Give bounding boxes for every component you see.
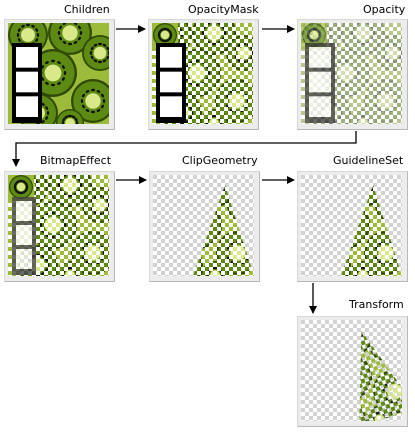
stage-box-children: [4, 19, 115, 130]
arrow-opacity-to-bitmapeffect: [12, 131, 357, 167]
stage-box-transform: [297, 316, 408, 427]
opacity-illustration: [301, 23, 402, 124]
stage-label-guidelineset: GuidelineSet: [333, 154, 404, 167]
children-illustration: [8, 23, 109, 124]
stage-label-opacity: Opacity: [363, 3, 406, 16]
opacity-mask-illustration: [152, 23, 253, 124]
stage-label-clipgeometry: ClipGeometry: [182, 154, 258, 167]
bitmap-effect-illustration: [8, 175, 109, 276]
stage-box-bitmapeffect: [4, 171, 115, 282]
stage-label-transform: Transform: [349, 298, 404, 311]
stage-label-children: Children: [64, 3, 110, 16]
stage-label-bitmapeffect: BitmapEffect: [40, 154, 112, 167]
guideline-set-illustration: [301, 175, 402, 276]
stage-box-opacity: [297, 19, 408, 130]
transform-illustration: [301, 320, 402, 421]
stage-box-opacitymask: [148, 19, 259, 130]
stage-box-clipgeometry: [149, 171, 260, 282]
stage-label-opacitymask: OpacityMask: [188, 3, 259, 16]
clip-geometry-illustration: [153, 175, 254, 276]
stage-box-guidelineset: [297, 171, 408, 282]
